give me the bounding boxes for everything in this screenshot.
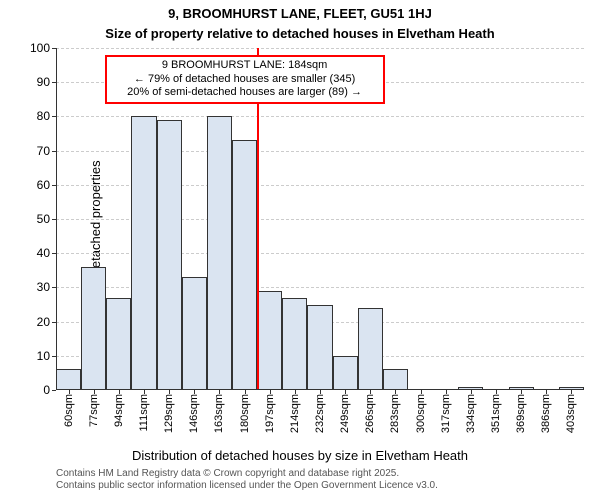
histogram-bar bbox=[131, 116, 156, 390]
x-tick-label: 403sqm bbox=[565, 390, 577, 433]
x-axis-label: Distribution of detached houses by size … bbox=[0, 448, 600, 463]
attribution-line-2: Contains public sector information licen… bbox=[56, 480, 600, 492]
x-tick-label: 146sqm bbox=[188, 390, 200, 433]
x-tick-label: 214sqm bbox=[289, 390, 301, 433]
x-tick-label: 249sqm bbox=[339, 390, 351, 433]
x-tick-label: 180sqm bbox=[239, 390, 251, 433]
callout-line-3: 20% of semi-detached houses are larger (… bbox=[113, 86, 377, 100]
histogram-bar bbox=[207, 116, 232, 390]
x-tick-label: 266sqm bbox=[364, 390, 376, 433]
x-tick-label: 197sqm bbox=[264, 390, 276, 433]
histogram-bar bbox=[383, 369, 408, 390]
callout-line-1: 9 BROOMHURST LANE: 184sqm bbox=[113, 59, 377, 73]
histogram-bar bbox=[333, 356, 358, 390]
chart-title-line1: 9, BROOMHURST LANE, FLEET, GU51 1HJ bbox=[0, 6, 600, 21]
y-axis-line bbox=[56, 48, 57, 390]
histogram-bar bbox=[307, 305, 332, 391]
histogram-bar bbox=[56, 369, 81, 390]
histogram-bar bbox=[157, 120, 182, 390]
x-tick-label: 386sqm bbox=[540, 390, 552, 433]
callout-line-2: ← 79% of detached houses are smaller (34… bbox=[113, 73, 377, 87]
chart-container: 9, BROOMHURST LANE, FLEET, GU51 1HJ Size… bbox=[0, 0, 600, 500]
callout-box: 9 BROOMHURST LANE: 184sqm ← 79% of detac… bbox=[105, 55, 385, 104]
x-tick-label: 300sqm bbox=[415, 390, 427, 433]
histogram-bar bbox=[106, 298, 131, 390]
chart-title-line2: Size of property relative to detached ho… bbox=[0, 26, 600, 41]
x-tick-label: 351sqm bbox=[490, 390, 502, 433]
x-tick-label: 283sqm bbox=[389, 390, 401, 433]
histogram-bar bbox=[257, 291, 282, 390]
x-tick-label: 111sqm bbox=[138, 390, 150, 432]
attribution-line-1: Contains HM Land Registry data © Crown c… bbox=[56, 468, 600, 480]
histogram-bar bbox=[81, 267, 106, 390]
x-tick-label: 232sqm bbox=[314, 390, 326, 433]
histogram-bar bbox=[358, 308, 383, 390]
histogram-bar bbox=[282, 298, 307, 390]
histogram-bar bbox=[182, 277, 207, 390]
x-tick-label: 129sqm bbox=[163, 390, 175, 433]
x-tick-label: 94sqm bbox=[113, 390, 125, 427]
x-tick-label: 163sqm bbox=[213, 390, 225, 433]
plot-area: 9 BROOMHURST LANE: 184sqm ← 79% of detac… bbox=[56, 48, 584, 390]
attribution-text: Contains HM Land Registry data © Crown c… bbox=[56, 468, 600, 492]
histogram-bar bbox=[232, 140, 257, 390]
x-tick-label: 334sqm bbox=[465, 390, 477, 433]
x-tick-label: 77sqm bbox=[88, 390, 100, 427]
x-tick-label: 317sqm bbox=[440, 390, 452, 433]
x-tick-label: 60sqm bbox=[63, 390, 75, 427]
x-tick-label: 369sqm bbox=[515, 390, 527, 433]
